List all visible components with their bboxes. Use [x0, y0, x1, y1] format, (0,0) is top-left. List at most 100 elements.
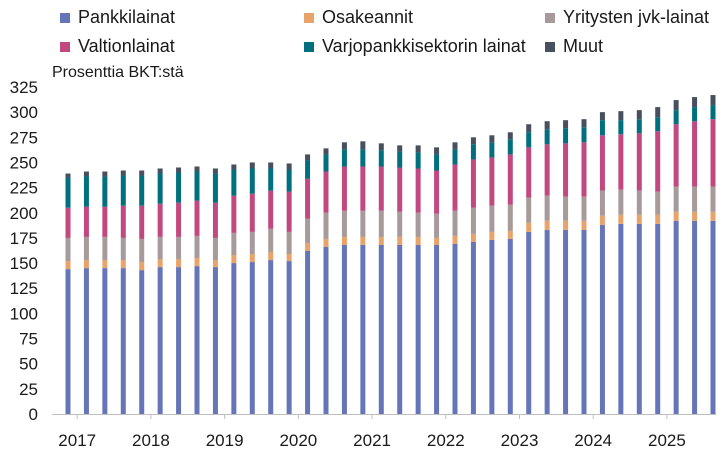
x-tick-label: 2020: [279, 431, 317, 450]
bar-segment: [581, 142, 587, 197]
legend-swatch-pankkilainat: [60, 12, 70, 23]
bar-segment: [360, 236, 366, 245]
bar-segment: [139, 175, 145, 206]
bar-segment: [286, 231, 292, 255]
legend-item-muut: Muut: [545, 36, 603, 57]
bar-segment: [286, 261, 292, 414]
bar-segment: [507, 132, 513, 140]
bar-segment: [673, 211, 679, 221]
bar-segment: [655, 131, 661, 192]
bar-segment: [360, 149, 366, 167]
bar-segment: [489, 135, 495, 143]
bar-segment: [452, 164, 458, 211]
bar-segment: [83, 171, 89, 177]
bar-segment: [544, 229, 550, 414]
bar-segment: [360, 244, 366, 414]
bar-segment: [563, 229, 569, 414]
bar-segment: [526, 132, 532, 148]
x-tick-label: 2023: [501, 431, 539, 450]
bar-segment: [341, 149, 347, 167]
bar-segment: [286, 191, 292, 232]
bar-segment: [157, 236, 163, 260]
bar-segment: [673, 124, 679, 187]
bar-segment: [452, 210, 458, 236]
bar-segment: [710, 95, 716, 106]
legend-label-pankkilainat: Pankkilainat: [78, 7, 176, 27]
bar-segment: [397, 236, 403, 245]
legend-swatch-osakeannit: [304, 12, 314, 23]
y-tick-label: 0: [29, 405, 38, 424]
bar-segment: [710, 220, 716, 414]
bar-segment: [139, 270, 145, 414]
bar-segment: [655, 191, 661, 215]
bar-segment: [65, 261, 71, 270]
x-tick-label: 2024: [574, 431, 612, 450]
bar-segment: [268, 162, 274, 169]
bar-segment: [434, 213, 440, 238]
bar-segment: [157, 267, 163, 414]
x-tick-label: 2018: [132, 431, 170, 450]
bar-segment: [655, 107, 661, 118]
bar-segment: [397, 145, 403, 152]
bar-segment: [102, 260, 108, 269]
bar-segment: [249, 193, 255, 232]
bar-segment: [212, 237, 218, 261]
bar-segment: [673, 110, 679, 125]
bar-segment: [176, 259, 182, 268]
bar-segment: [618, 111, 624, 121]
bar-segment: [618, 120, 624, 135]
bar-segment: [692, 107, 698, 122]
bar-segment: [563, 196, 569, 221]
bar-segment: [305, 160, 311, 179]
bar-segment: [599, 224, 605, 414]
bar-segment: [212, 202, 218, 238]
bar-segment: [268, 260, 274, 414]
bar-segment: [544, 129, 550, 145]
bar-segment: [268, 190, 274, 229]
bar-segment: [83, 176, 89, 207]
bar-segment: [378, 244, 384, 414]
bar-segment: [673, 186, 679, 212]
y-tick-label: 75: [19, 330, 38, 349]
bar-segment: [323, 238, 329, 247]
bar-segment: [139, 205, 145, 239]
legend-item-yritysten-jvk-lainat: Yritysten jvk-lainat: [545, 7, 709, 28]
bar-segment: [563, 220, 569, 230]
x-tick-label: 2019: [206, 431, 244, 450]
bar-segment: [415, 212, 421, 237]
bar-segment: [544, 195, 550, 221]
bar-segment: [599, 120, 605, 136]
bar-segment: [65, 237, 71, 262]
bar-segment: [176, 202, 182, 237]
bar-segment: [618, 189, 624, 215]
bar-segment: [65, 269, 71, 414]
bar-segment: [360, 141, 366, 150]
bar-segment: [526, 147, 532, 198]
bar-segment: [507, 154, 513, 205]
bar-segment: [286, 169, 292, 192]
bar-segment: [710, 186, 716, 212]
bar-segment: [397, 151, 403, 168]
bar-segment: [231, 195, 237, 233]
bar-segment: [673, 100, 679, 111]
bar-segment: [599, 190, 605, 216]
bar-segment: [434, 147, 440, 155]
bar-segment: [599, 112, 605, 121]
x-tick-label: 2022: [427, 431, 465, 450]
legend-label-varjopankkisektorin-lainat: Varjopankkisektorin lainat: [322, 36, 526, 56]
bar-segment: [120, 175, 126, 206]
bar-segment: [507, 238, 513, 414]
bar-segment: [305, 154, 311, 161]
bar-segment: [305, 242, 311, 251]
bar-segment: [636, 190, 642, 215]
bar-segment: [526, 222, 532, 232]
bar-segment: [710, 119, 716, 187]
bar-segment: [194, 266, 200, 414]
bar-segment: [323, 212, 329, 239]
bar-segment: [249, 231, 255, 255]
bar-segment: [341, 236, 347, 245]
bar-segment: [65, 207, 71, 238]
bar-segment: [415, 168, 421, 213]
legend-item-pankkilainat: Pankkilainat: [60, 7, 175, 28]
bar-segment: [507, 204, 513, 231]
